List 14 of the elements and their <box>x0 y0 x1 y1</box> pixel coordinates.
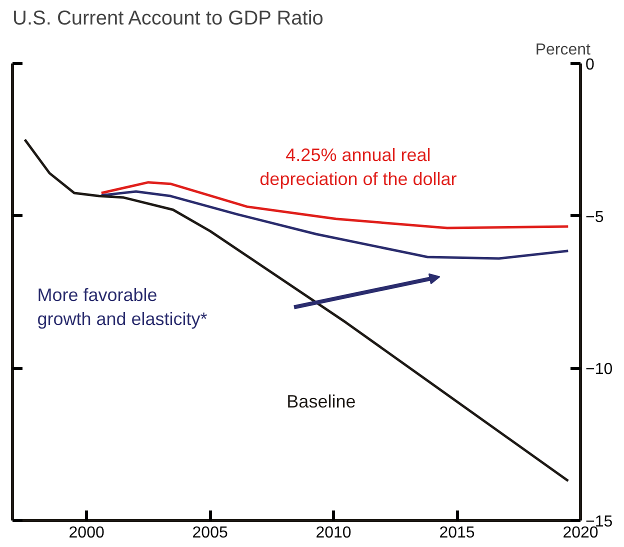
line-series <box>100 190 570 260</box>
x-tick-label: 2005 <box>192 524 228 542</box>
y-tick-label: −5 <box>586 208 604 226</box>
x-tick-label: 2015 <box>439 524 475 542</box>
line-series <box>24 138 570 482</box>
text: Baseline <box>286 392 356 412</box>
y-tick-label: −10 <box>586 361 613 378</box>
chart-title: U.S. Current Account to GDP Ratio <box>12 8 324 30</box>
x-tick-label: 2010 <box>316 524 352 542</box>
x-tick-label: 2000 <box>68 524 104 542</box>
y-axis-title: Percent <box>535 42 592 58</box>
y-tick-label: 0 <box>586 56 594 74</box>
series-label: 4.25% annual real depreciation of the dollar <box>260 145 457 190</box>
text: More favorable growth and elasticity* <box>37 285 208 330</box>
